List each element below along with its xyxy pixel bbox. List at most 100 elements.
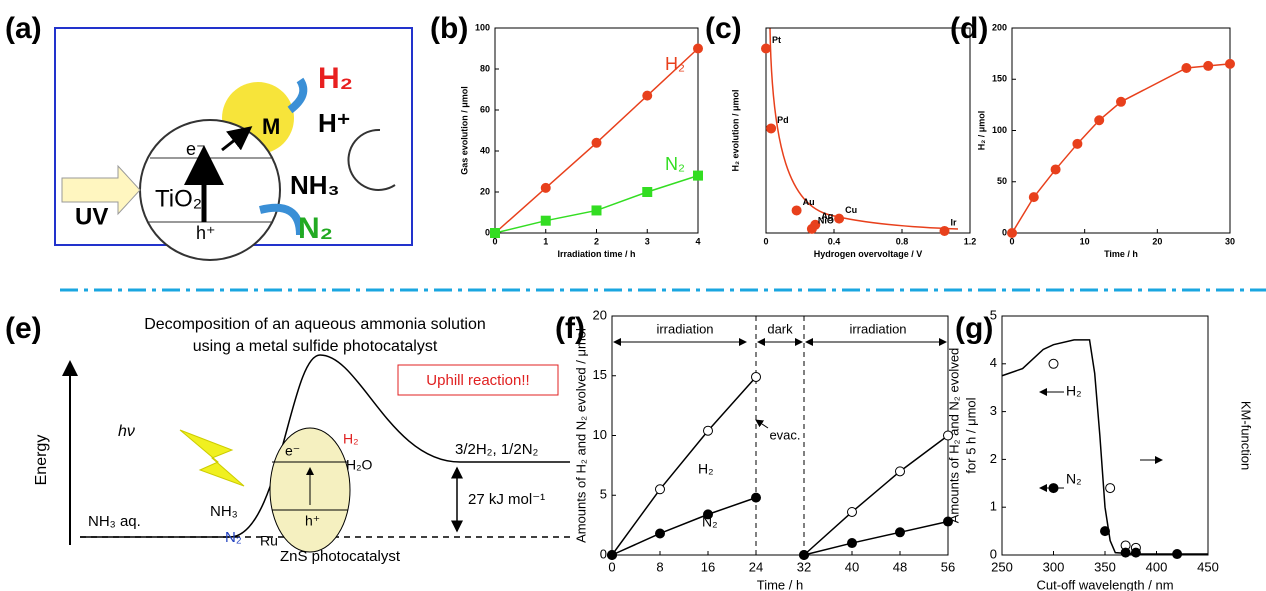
x-tick-label: 450 — [1197, 559, 1219, 574]
y-tick-label: 0 — [990, 546, 997, 561]
x-tick-label: 0 — [608, 559, 615, 574]
point-label: Cu — [845, 205, 857, 215]
marker — [1100, 526, 1110, 537]
marker — [642, 90, 653, 101]
label: UV — [75, 203, 108, 230]
y-tick-label: 15 — [593, 367, 607, 382]
x-tick-label: 1.2 — [964, 236, 977, 246]
x-tick-label: 30 — [1225, 236, 1235, 246]
series-line — [611, 376, 949, 556]
y-tick-label: 50 — [997, 176, 1007, 186]
x-tick-label: 32 — [797, 559, 811, 574]
annotation: irradiation — [656, 321, 713, 336]
panel-label: (f) — [555, 312, 585, 345]
y-tick-label: 150 — [992, 74, 1007, 84]
label: h⁺ — [196, 223, 216, 243]
plot-frame — [765, 27, 971, 234]
x-tick-label: 0.8 — [896, 236, 909, 246]
y-axis-label: H₂ / μmol — [976, 111, 986, 151]
marker — [1105, 483, 1116, 494]
marker — [1203, 60, 1214, 71]
point-label: Au — [803, 197, 815, 207]
x-axis-label: Cut-off wavelength / nm — [1036, 578, 1173, 591]
point-label: Ag — [821, 211, 833, 221]
marker — [1181, 62, 1192, 73]
y-tick-label: 200 — [992, 22, 1007, 32]
y-tick-label: 80 — [480, 63, 490, 73]
y-tick-label: 0 — [600, 546, 607, 561]
marker — [761, 43, 771, 54]
label: H₂ — [318, 62, 353, 95]
marker — [1007, 228, 1017, 238]
marker — [791, 205, 802, 216]
plot-frame — [1001, 315, 1209, 556]
series-name: N₂ — [702, 514, 718, 530]
marker — [1130, 547, 1141, 558]
x-tick-label: 56 — [941, 559, 955, 574]
x-tick-label: 1 — [543, 236, 548, 246]
x-tick-label: 20 — [1152, 236, 1162, 246]
label: ZnS photocatalyst — [280, 548, 401, 565]
y-axis-label: Amounts of H₂ and N₂ evolved / μmol — [573, 328, 588, 543]
marker — [939, 225, 950, 236]
arrow — [287, 77, 308, 114]
arrow — [259, 203, 304, 236]
panel-label: (g) — [955, 312, 993, 345]
marker — [703, 425, 713, 436]
y-tick-label: 0 — [1002, 227, 1007, 237]
label: Ru — [260, 533, 278, 549]
label: NH₃ aq. — [88, 513, 141, 530]
plot-frame — [1011, 27, 1231, 234]
marker — [591, 137, 602, 148]
marker — [847, 538, 857, 549]
marker — [540, 215, 551, 226]
x-axis-label: Irradiation time / h — [557, 249, 635, 259]
series-line — [494, 174, 699, 234]
x-tick-label: 3 — [645, 236, 650, 246]
y-axis-label: Amounts of H₂ and N₂ evolved — [946, 348, 961, 524]
marker — [1048, 358, 1059, 369]
x-tick-label: 0.4 — [828, 236, 841, 246]
label: h⁺ — [305, 513, 320, 529]
marker — [1094, 115, 1105, 126]
x-tick-label: 0 — [1009, 236, 1014, 246]
marker — [1116, 96, 1126, 107]
label: N₂ — [298, 212, 333, 245]
marker — [642, 187, 653, 197]
marker — [655, 528, 665, 539]
x-tick-label: 48 — [893, 559, 907, 574]
label: Energy — [33, 435, 50, 486]
annotation: evac. — [769, 427, 800, 442]
x-tick-label: 0 — [492, 236, 497, 246]
marker — [1028, 192, 1039, 203]
y2-axis-label: KM-function — [1239, 401, 1254, 470]
x-tick-label: 4 — [695, 236, 700, 246]
title: Decomposition of an aqueous ammonia solu… — [144, 316, 486, 333]
marker — [1048, 483, 1059, 494]
x-tick-label: 300 — [1043, 559, 1065, 574]
callout — [397, 364, 559, 396]
y-tick-label: 10 — [593, 427, 607, 442]
marker — [607, 550, 617, 560]
label: TiO₂ — [155, 185, 202, 212]
arrow — [221, 126, 253, 152]
lightning — [179, 429, 245, 487]
x-tick-label: 250 — [991, 559, 1013, 574]
diagram-a: UV TiO₂ e⁻ h⁺ M H₂ H⁺ NH₃ N₂ — [54, 27, 413, 261]
x-tick-label: 24 — [749, 559, 763, 574]
label: H⁺ — [318, 108, 351, 138]
x-axis-label: Time / h — [757, 578, 803, 591]
x-tick-label: 350 — [1094, 559, 1116, 574]
x-tick-label: 40 — [845, 559, 859, 574]
point-label: Pt — [772, 35, 781, 45]
marker — [1225, 58, 1235, 69]
series-name: H₂ — [698, 461, 714, 477]
marker — [834, 213, 845, 224]
x-tick-label: 16 — [701, 559, 715, 574]
y-tick-label: 3 — [990, 403, 997, 418]
label: e⁻ — [186, 139, 206, 159]
marker — [1050, 164, 1061, 175]
y-tick-label: 1 — [990, 499, 997, 514]
series-name: H₂ — [1066, 383, 1082, 399]
marker — [847, 506, 857, 517]
